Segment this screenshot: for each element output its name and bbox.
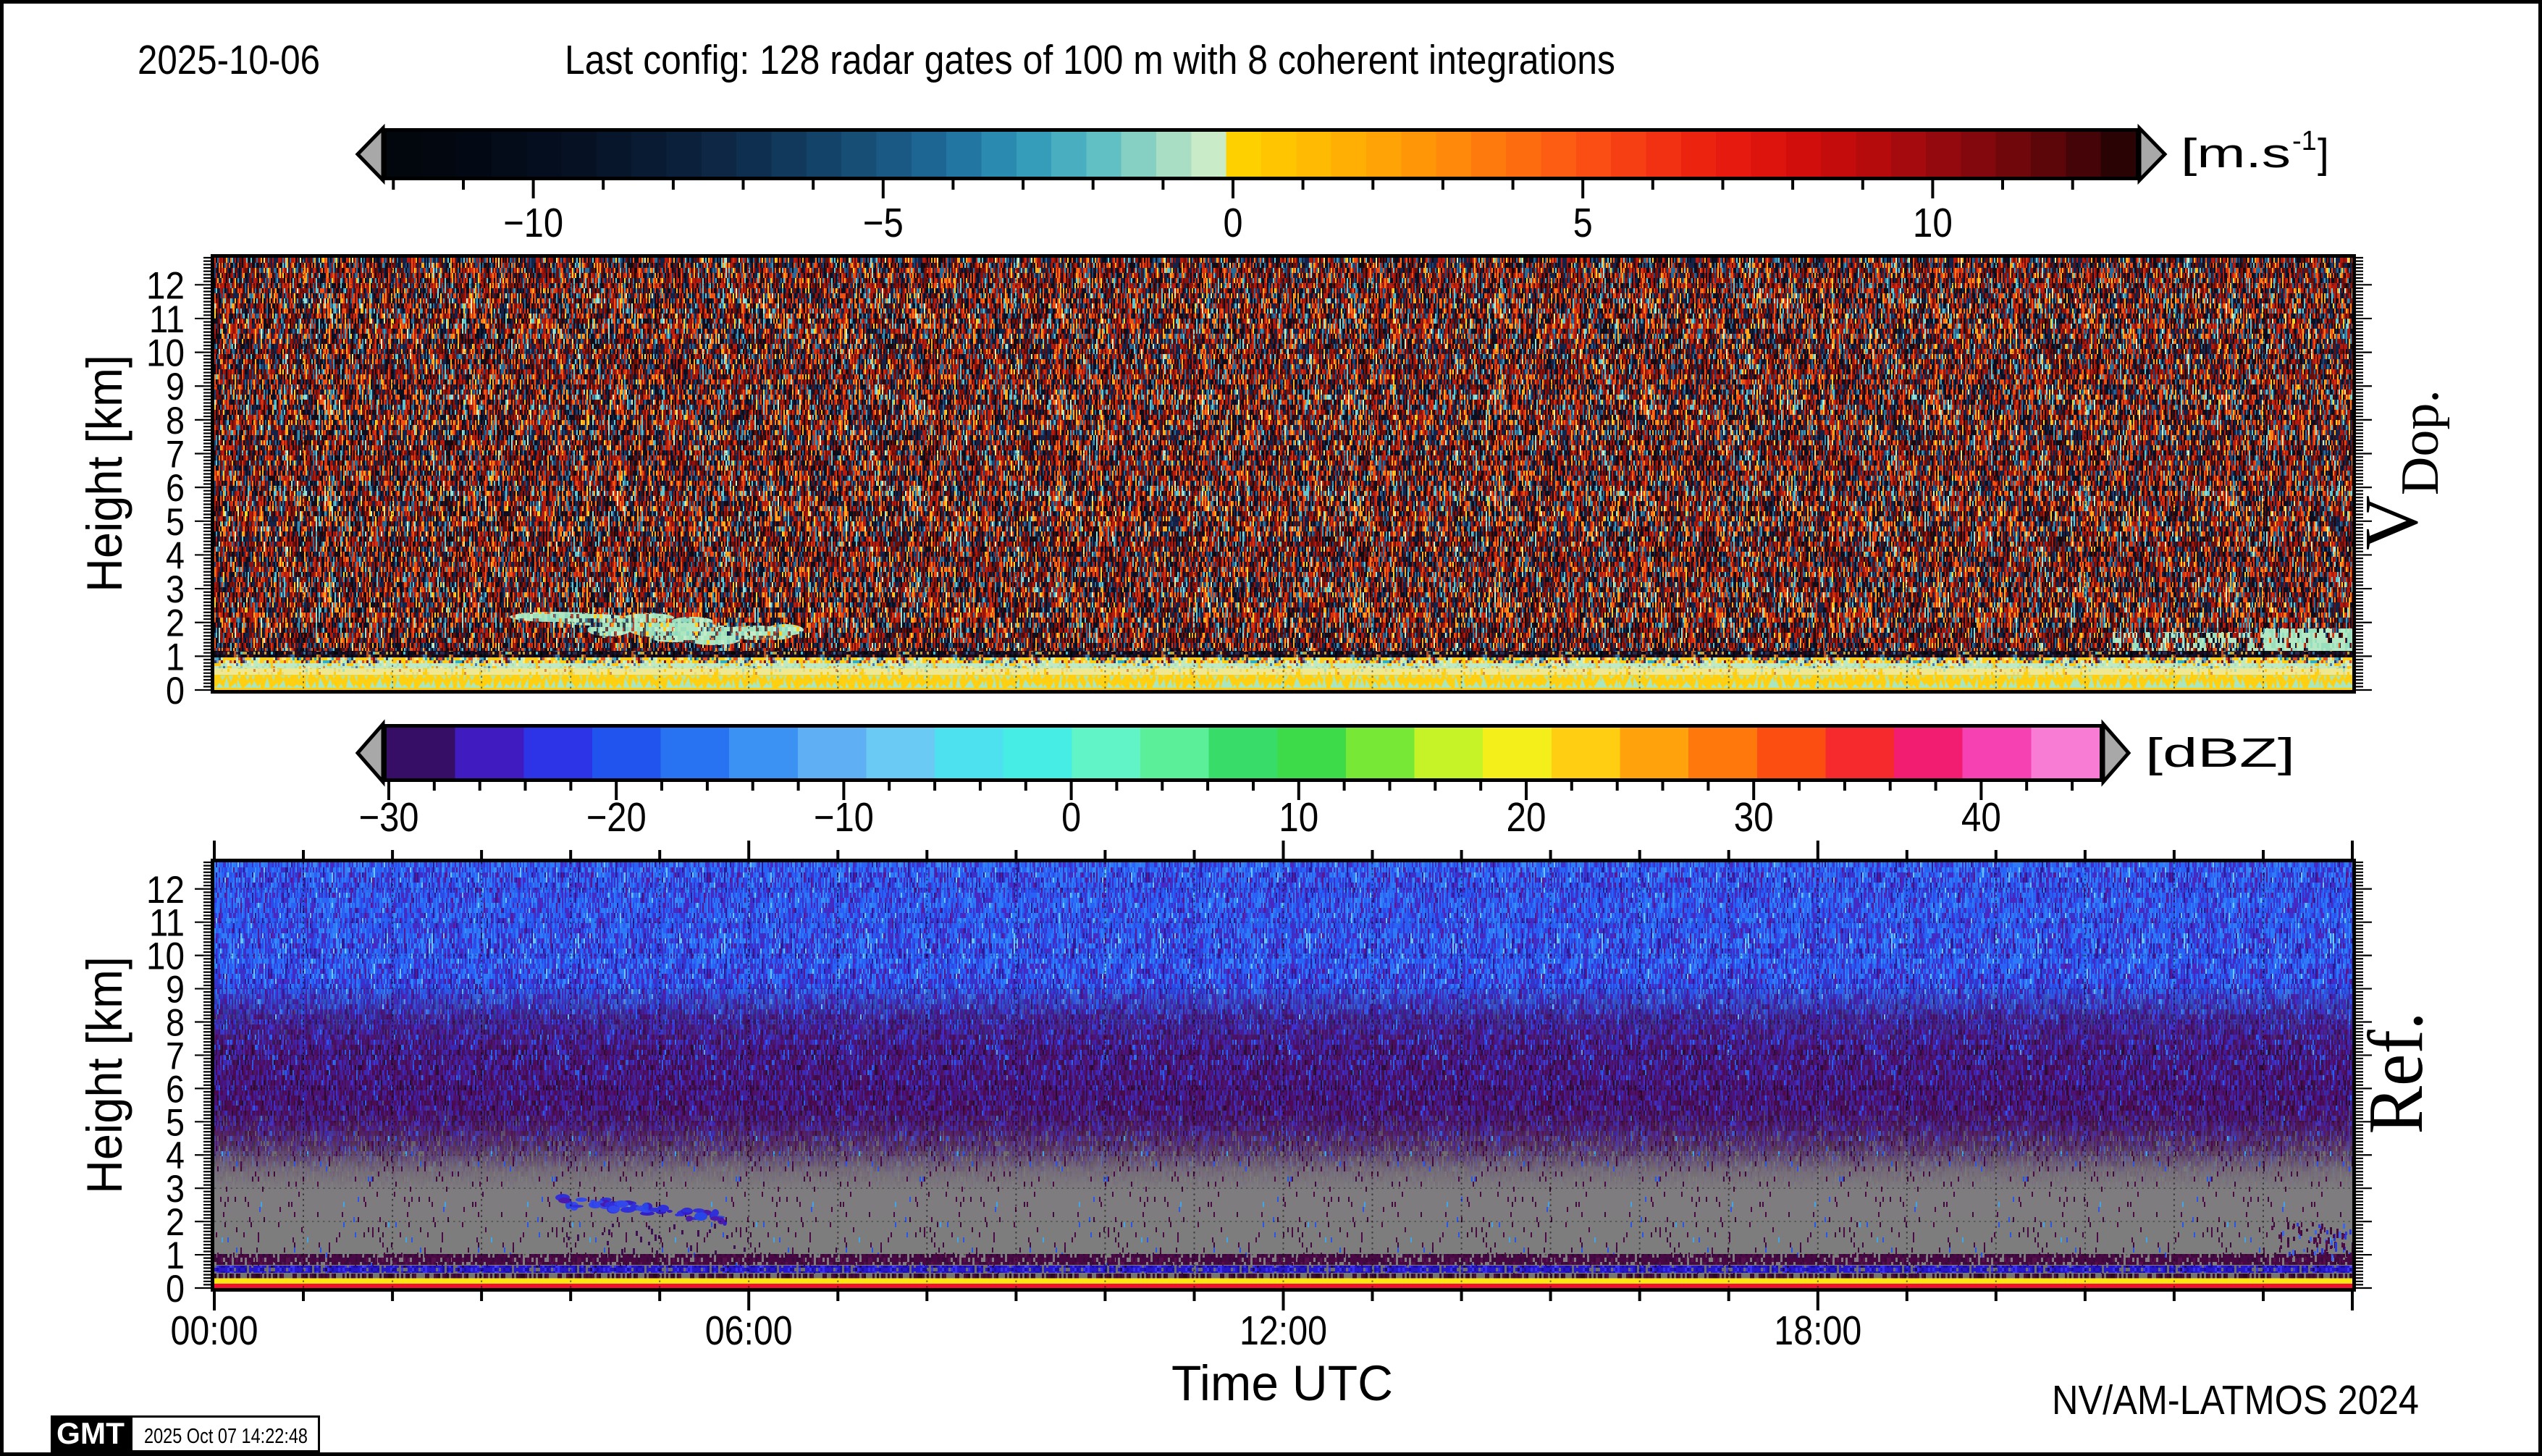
svg-text:2025 Oct 07 14:22:48: 2025 Oct 07 14:22:48 bbox=[144, 1425, 308, 1448]
svg-text:30: 30 bbox=[1734, 794, 1774, 840]
svg-text:10: 10 bbox=[1279, 794, 1318, 840]
svg-text:0: 0 bbox=[166, 1268, 185, 1310]
svg-text:12: 12 bbox=[146, 869, 185, 912]
svg-text:3: 3 bbox=[166, 1168, 185, 1211]
svg-text:40: 40 bbox=[1961, 794, 2001, 840]
svg-text:2: 2 bbox=[166, 1201, 185, 1244]
svg-text:6: 6 bbox=[166, 467, 185, 510]
svg-text:8: 8 bbox=[166, 400, 185, 442]
svg-text:18:00: 18:00 bbox=[1774, 1308, 1861, 1354]
svg-text:10: 10 bbox=[146, 935, 185, 978]
svg-text:9: 9 bbox=[166, 969, 185, 1011]
svg-text:Height [km]: Height [km] bbox=[77, 355, 132, 592]
svg-text:Height [km]: Height [km] bbox=[77, 956, 132, 1194]
svg-text:-1: -1 bbox=[2292, 126, 2317, 156]
svg-text:−30: −30 bbox=[359, 794, 419, 840]
svg-text:0: 0 bbox=[1224, 200, 1243, 245]
svg-text:12:00: 12:00 bbox=[1240, 1308, 1327, 1354]
svg-text:0: 0 bbox=[166, 670, 185, 712]
svg-text:0: 0 bbox=[1061, 794, 1081, 840]
svg-text:9: 9 bbox=[166, 366, 185, 408]
svg-text:5: 5 bbox=[1573, 200, 1593, 245]
svg-text:11: 11 bbox=[149, 298, 185, 341]
svg-text:5: 5 bbox=[166, 1101, 185, 1144]
svg-text:−10: −10 bbox=[814, 794, 874, 840]
svg-text:2: 2 bbox=[166, 602, 185, 645]
svg-text:3: 3 bbox=[166, 568, 185, 611]
svg-text:]: ] bbox=[2318, 130, 2329, 176]
svg-text:[m.s: [m.s bbox=[2181, 130, 2291, 176]
svg-text:6: 6 bbox=[166, 1068, 185, 1111]
svg-text:−20: −20 bbox=[586, 794, 647, 840]
svg-text:Last config: 128 radar gates o: Last config: 128 radar gates of 100 m wi… bbox=[565, 37, 1615, 83]
svg-text:11: 11 bbox=[149, 902, 185, 945]
svg-text:10: 10 bbox=[1913, 200, 1953, 245]
svg-text:Time UTC: Time UTC bbox=[1171, 1355, 1393, 1411]
svg-text:20: 20 bbox=[1507, 794, 1546, 840]
svg-text:−5: −5 bbox=[863, 200, 904, 245]
svg-text:06:00: 06:00 bbox=[705, 1308, 793, 1354]
svg-text:8: 8 bbox=[166, 1002, 185, 1045]
svg-text:GMT: GMT bbox=[56, 1416, 125, 1450]
svg-text:7: 7 bbox=[166, 434, 185, 476]
svg-text:5: 5 bbox=[166, 501, 185, 544]
svg-text:10: 10 bbox=[146, 332, 185, 375]
svg-text:1: 1 bbox=[166, 636, 185, 678]
svg-text:NV/AM-LATMOS 2024: NV/AM-LATMOS 2024 bbox=[2052, 1377, 2419, 1423]
svg-text:[dBZ]: [dBZ] bbox=[2145, 730, 2295, 775]
svg-text:Ref.: Ref. bbox=[2353, 1012, 2439, 1135]
svg-text:2025-10-06: 2025-10-06 bbox=[138, 37, 320, 83]
svg-text:4: 4 bbox=[166, 534, 185, 577]
svg-text:1: 1 bbox=[166, 1234, 185, 1277]
svg-text:12: 12 bbox=[146, 264, 185, 307]
svg-text:4: 4 bbox=[166, 1135, 185, 1177]
svg-text:7: 7 bbox=[166, 1035, 185, 1077]
svg-text:00:00: 00:00 bbox=[171, 1308, 258, 1354]
svg-text:−10: −10 bbox=[503, 200, 563, 245]
